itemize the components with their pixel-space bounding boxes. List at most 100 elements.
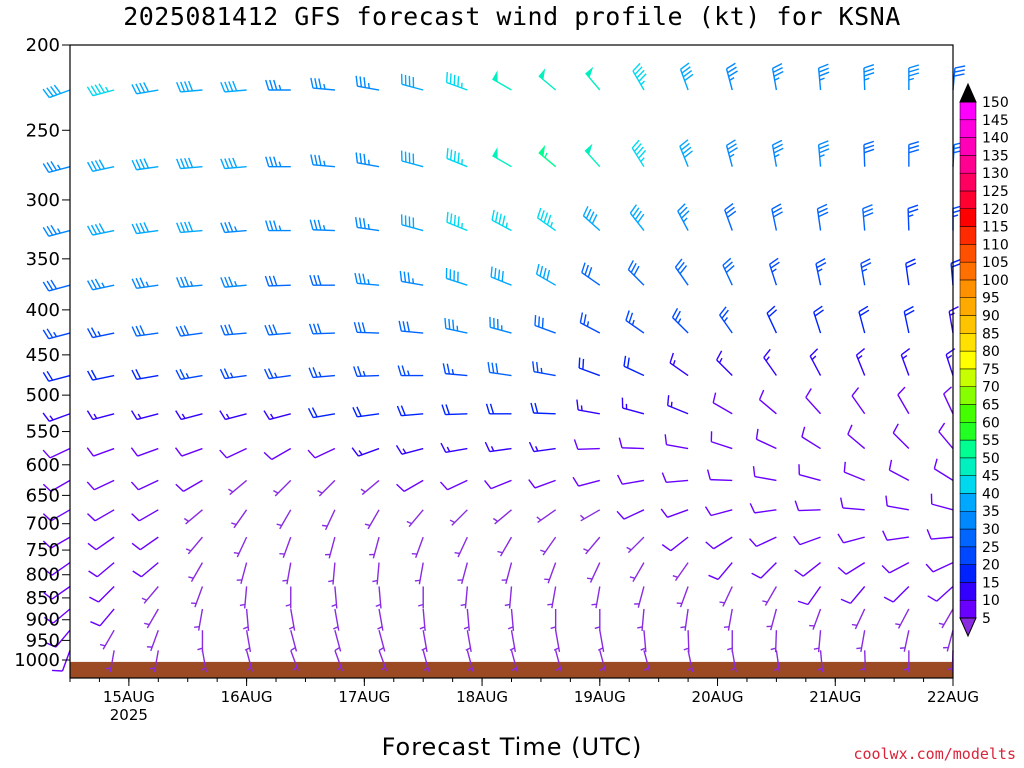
barb-feather [402,321,406,332]
wind-barb [307,407,336,419]
barb-feather [174,447,183,457]
wind-barb [705,536,733,550]
barb-feather [228,324,234,335]
wind-barb [175,479,203,493]
wind-barb [671,307,689,334]
barb-feather [352,407,358,418]
wind-barb [712,392,733,415]
barb-feather [131,159,138,171]
barb-half-feather [860,667,866,671]
wind-barb [378,650,388,672]
barb-feather [87,542,97,551]
barb-half-feather [547,603,553,606]
barb-feather [534,315,537,326]
barb-feather [355,75,359,87]
barb-half-feather [771,268,777,273]
wind-barb [727,630,733,653]
y-tick-label: 600 [26,455,60,476]
barb-feather [681,210,690,219]
barb-half-feather [231,522,237,526]
wind-barb [231,509,248,529]
wind-barb [837,562,866,575]
colorbar-cell [959,510,977,530]
barb-feather [354,272,358,284]
wind-barb [406,509,424,528]
barb-staff [93,479,115,491]
wind-barb [582,206,601,232]
barb-feather [636,146,644,156]
barb-half-feather [637,626,643,629]
y-tick: 400 [26,300,70,321]
barb-feather [851,387,860,397]
wind-barb [354,272,380,286]
wind-barb [328,562,336,585]
barb-half-feather [421,647,427,651]
barb-feather [885,495,888,507]
barb-feather [453,150,457,162]
barb-half-feather [451,369,455,375]
wind-barb [282,562,292,585]
wind-barb [220,276,247,288]
barb-feather [484,480,492,490]
wind-barb [265,220,291,232]
y-tick-label: 850 [26,588,60,609]
barb-feather [219,449,228,459]
barb-feather [273,79,278,91]
barb-feather [664,434,668,445]
barb-feather [863,144,875,150]
y-tick: 600 [26,455,70,476]
barb-feather [616,474,623,485]
barb-staff [842,507,865,511]
wind-barb [925,561,954,573]
colorbar-label: 70 [982,380,1000,396]
barb-feather [268,275,274,287]
wind-barb [42,328,71,340]
barb-staff [850,586,866,604]
barb-feather [180,276,186,288]
barb-feather [453,214,457,226]
barb-feather [398,320,402,332]
wind-barb [798,464,821,482]
wind-barb [897,386,910,415]
barb-feather [815,258,826,265]
barb-half-feather [185,548,192,552]
barb-staff [492,78,512,91]
wind-barb [768,257,780,286]
barb-pennant [585,66,594,78]
wind-barb [372,562,380,585]
barb-half-feather [322,524,328,527]
barb-half-feather [328,579,334,583]
barb-half-feather [672,575,678,579]
barb-feather [361,322,366,333]
barb-feather [313,275,318,286]
barb-half-feather [817,268,823,273]
wind-barb [354,217,380,232]
wind-barb [860,258,872,286]
barb-half-feather [278,161,282,167]
barb-feather [727,210,737,218]
barb-feather [131,513,140,522]
wind-barb [683,630,690,653]
wind-barb [855,348,866,376]
wind-barb [484,441,512,453]
wind-barb [188,562,204,583]
barb-staff [314,447,336,459]
barb-half-feather [460,603,466,607]
barb-feather [797,600,809,606]
chart-title: 2025081412 GFS forecast wind profile (kt… [123,2,901,31]
wind-barb [489,316,512,334]
barb-feather [858,305,869,313]
barb-feather [397,365,402,376]
barb-feather [704,506,712,516]
colorbar-label: 150 [982,95,1009,111]
barb-feather [309,275,314,286]
barb-feather [135,325,142,336]
barb-half-feather [406,520,412,525]
colorbar-label: 125 [982,184,1009,200]
barb-feather [228,81,234,92]
barb-half-feather [417,603,424,607]
barb-half-feather [233,551,240,555]
barb-feather [683,150,693,158]
barb-half-feather [463,626,470,630]
colorbar-top-arrow [959,82,977,103]
